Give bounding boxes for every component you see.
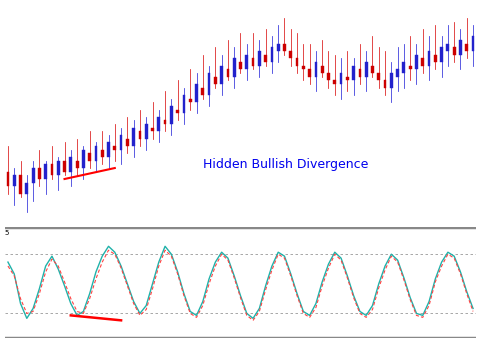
Bar [44,164,47,179]
Bar [433,55,436,62]
Bar [276,44,279,51]
Bar [370,66,373,73]
Bar [333,80,336,84]
Bar [107,142,110,157]
Bar [314,62,317,77]
Bar [38,168,41,179]
Point [5,330,11,334]
Bar [176,109,179,113]
Bar [439,47,442,62]
Bar [226,69,229,77]
Bar [13,175,16,186]
Bar [383,80,385,88]
Bar [270,47,273,62]
Bar [351,66,354,80]
Bar [239,62,241,69]
Bar [82,150,84,168]
Bar [69,157,72,172]
Bar [189,99,191,102]
Bar [295,58,298,66]
Bar [420,58,423,66]
Bar [396,69,398,77]
Bar [308,69,311,77]
Bar [414,55,417,69]
Bar [464,44,467,51]
Bar [201,88,204,95]
Bar [452,47,455,55]
Bar [25,183,28,194]
Point [12,330,17,334]
Bar [358,69,360,77]
Bar [283,44,285,51]
Bar [257,51,260,66]
Bar [182,95,185,113]
Bar [138,131,141,139]
Bar [214,77,216,84]
Bar [50,164,53,175]
Bar [364,62,367,77]
Bar [195,84,197,102]
Bar [163,120,166,124]
Text: 5: 5 [5,229,9,236]
Bar [445,44,448,51]
Bar [63,161,66,172]
Bar [389,73,392,88]
Bar [19,175,22,194]
Bar [75,161,78,168]
Bar [95,146,97,161]
Bar [320,66,323,73]
Bar [289,51,291,58]
Bar [120,135,122,150]
Bar [232,58,235,77]
Bar [402,62,405,73]
Bar [377,73,379,80]
Bar [132,128,135,146]
Bar [339,73,342,84]
Bar [151,128,154,131]
Bar [264,55,266,62]
Bar [207,73,210,95]
Bar [7,172,9,186]
Bar [471,36,473,51]
Bar [113,146,116,150]
Bar [169,106,172,124]
Bar [144,124,147,139]
Bar [245,55,248,69]
Bar [251,58,254,66]
Point [5,331,11,335]
Bar [101,150,103,157]
Bar [220,66,223,84]
Bar [88,154,91,161]
Bar [32,168,35,183]
Bar [157,117,160,131]
Bar [126,139,129,146]
Bar [57,161,60,175]
Point [12,331,17,335]
Bar [427,51,430,66]
Bar [408,66,411,69]
Bar [301,66,304,69]
Bar [326,73,329,80]
Bar [345,77,348,80]
Bar [458,40,461,55]
Text: Hidden Bullish Divergence: Hidden Bullish Divergence [203,158,367,170]
